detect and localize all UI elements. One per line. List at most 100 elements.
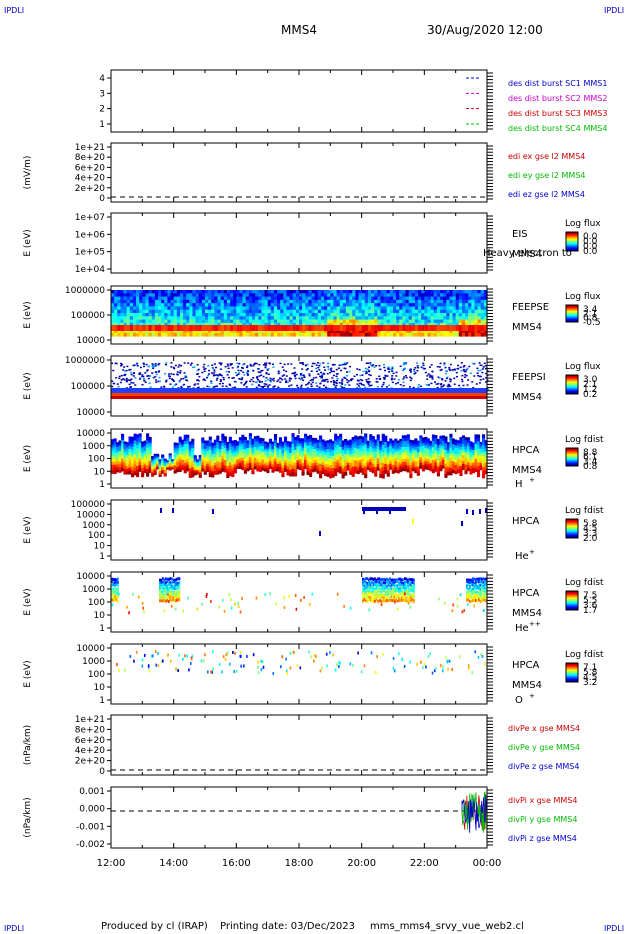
- heatmap-cell: [281, 473, 285, 478]
- heatmap-cell: [436, 313, 441, 317]
- heatmap-cell: [170, 303, 175, 308]
- heatmap-cell: [283, 453, 288, 458]
- heatmap-cell: [331, 452, 335, 457]
- heatmap-cell: [479, 441, 483, 445]
- heatmap-cell: [444, 366, 447, 369]
- heatmap-cell: [315, 367, 318, 370]
- heatmap-cell: [393, 306, 397, 311]
- heatmap-cell: [404, 435, 408, 439]
- heatmap-cell: [223, 454, 227, 458]
- heatmap-cell: [241, 452, 245, 456]
- heatmap-cell: [424, 450, 428, 454]
- heatmap-cell: [151, 461, 155, 464]
- heatmap-cell: [411, 447, 415, 451]
- heatmap-cell: [452, 316, 457, 321]
- heatmap-cell: [267, 368, 270, 370]
- heatmap-cell: [189, 303, 194, 308]
- heatmap-cell: [208, 436, 212, 441]
- heatmap-cell: [374, 322, 378, 327]
- heatmap-cell: [143, 440, 147, 444]
- heatmap-cell: [208, 463, 212, 468]
- heatmap-cell: [327, 368, 330, 371]
- heatmap-cell: [223, 322, 228, 327]
- heatmap-cell: [333, 293, 338, 298]
- heatmap-cell: [300, 384, 303, 387]
- heatmap-cell: [146, 451, 150, 456]
- heatmap-cell: [120, 322, 125, 327]
- heatmap-cell: [366, 368, 369, 370]
- heatmap-cell: [225, 370, 228, 373]
- heatmap-cell: [167, 319, 172, 324]
- heatmap-cell: [443, 363, 446, 366]
- heatmap-cell: [183, 296, 187, 301]
- heatmap-cell: [446, 458, 450, 462]
- heatmap-cell: [203, 446, 207, 450]
- heatmap-cell: [330, 332, 335, 337]
- heatmap-cell: [374, 454, 378, 459]
- heatmap-cell: [429, 463, 433, 467]
- heatmap-cell: [427, 309, 432, 314]
- heatmap-cell: [465, 325, 469, 331]
- instrument-label: EIS: [512, 229, 528, 240]
- heatmap-cell: [173, 325, 178, 331]
- heatmap-cell: [386, 332, 391, 337]
- heatmap-cell: [318, 369, 321, 371]
- heatmap-cell: [446, 447, 450, 451]
- heatmap-cell: [458, 384, 461, 387]
- heatmap-cell: [163, 471, 167, 474]
- heatmap-cell: [484, 456, 488, 461]
- heatmap-cell: [263, 451, 268, 455]
- heatmap-cell: [367, 293, 372, 298]
- heatmap-cell: [346, 296, 350, 301]
- heatmap-cell: [331, 443, 335, 448]
- heatmap-cell: [327, 296, 331, 301]
- heatmap-cell: [270, 332, 275, 337]
- heatmap-cell: [180, 365, 183, 367]
- heatmap-cell: [233, 332, 237, 337]
- heatmap-cell: [436, 438, 440, 443]
- heatmap-cell: [174, 364, 177, 367]
- heatmap-cell: [434, 462, 438, 466]
- heatmap-cell: [111, 296, 115, 301]
- heatmap-cell: [477, 319, 482, 324]
- heatmap-cell: [179, 290, 184, 294]
- heatmap-cell: [233, 464, 237, 468]
- heatmap-cell: [253, 444, 257, 448]
- heatmap-cell: [164, 296, 168, 301]
- heatmap-cell: [183, 444, 187, 448]
- heatmap-cell: [374, 463, 378, 468]
- heatmap-cell: [163, 461, 167, 464]
- heatmap-cell: [349, 439, 353, 444]
- heatmap-cell: [444, 453, 448, 458]
- heatmap-cell: [419, 435, 423, 439]
- heatmap-cell: [377, 319, 382, 324]
- heatmap-cell: [456, 440, 461, 444]
- heatmap-cell: [375, 378, 378, 380]
- heatmap-cell: [246, 374, 249, 376]
- heatmap-cell: [258, 384, 261, 386]
- heatmap-cell: [281, 459, 285, 463]
- heatmap-cell: [479, 379, 482, 381]
- heatmap-cell: [196, 460, 200, 463]
- heatmap-cell: [241, 466, 245, 471]
- heatmap-cell: [308, 319, 313, 324]
- heatmap-cell: [376, 449, 380, 453]
- heatmap-cell: [283, 306, 288, 311]
- heatmap-cell: [273, 461, 278, 466]
- heatmap-cell: [231, 449, 235, 454]
- heatmap-cell: [436, 322, 441, 327]
- heatmap-cell: [196, 465, 200, 468]
- heatmap-cell: [231, 387, 234, 389]
- heatmap-cell: [408, 319, 413, 324]
- heatmap-cell: [411, 463, 415, 467]
- heatmap-cell: [471, 325, 476, 331]
- heatmap-cell: [386, 325, 391, 331]
- heatmap-cell: [133, 440, 137, 445]
- heatmap-cell: [421, 299, 425, 304]
- heatmap-cell: [414, 455, 418, 459]
- colorbar-cell: [566, 451, 578, 453]
- heatmap-cell: [173, 290, 178, 294]
- heatmap-cell: [176, 309, 181, 314]
- heatmap-cell: [469, 468, 473, 472]
- heatmap-cell: [404, 363, 407, 365]
